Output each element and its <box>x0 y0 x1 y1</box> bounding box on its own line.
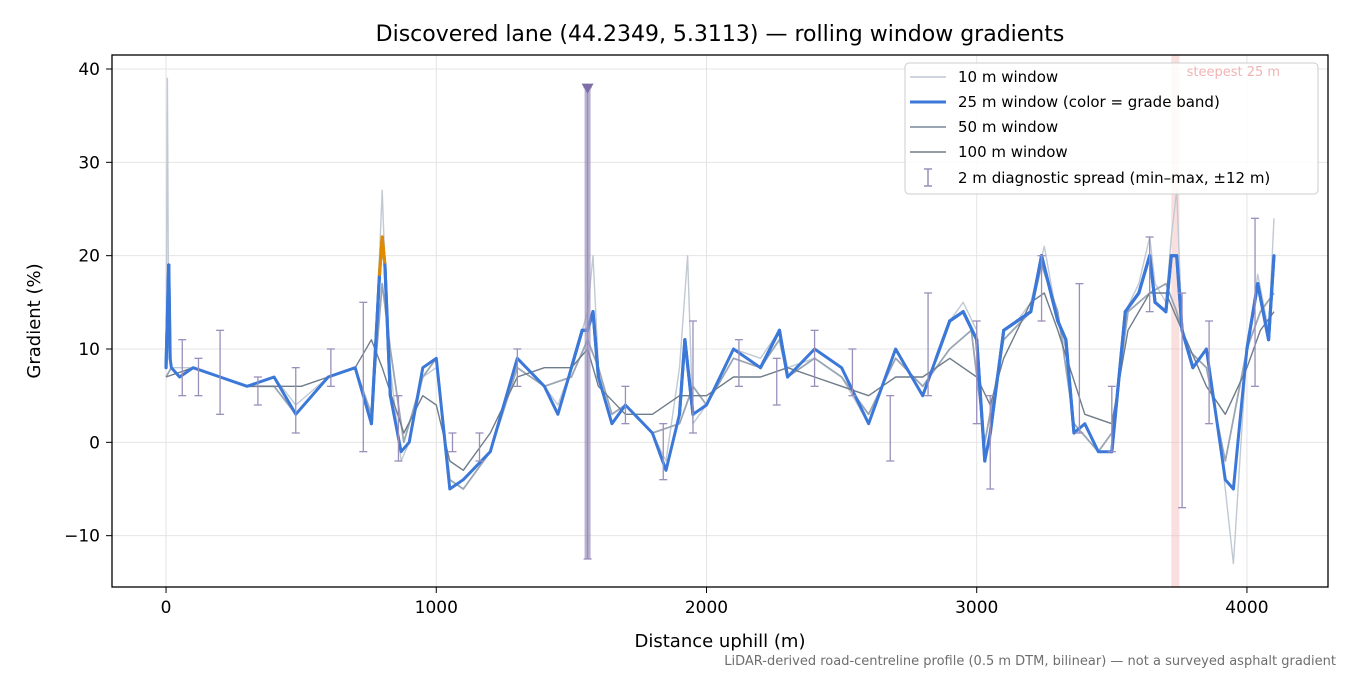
x-axis-label: Distance uphill (m) <box>635 631 806 652</box>
spread-errorbar-18 <box>848 348 857 397</box>
grade-band-segment-79 <box>1256 282 1271 342</box>
grade-band-segment-80 <box>1266 254 1276 342</box>
grade-band-segment-60 <box>1064 338 1076 435</box>
grade-band-segment-51 <box>961 310 979 342</box>
legend-swatch-spread <box>924 168 932 187</box>
spread-layer <box>178 83 1260 560</box>
grade-band-segment-66 <box>1137 254 1152 295</box>
spread-errorbar-11 <box>581 83 594 560</box>
steepest-highlight-band <box>1171 55 1180 587</box>
grade-band-segment-67 <box>1148 254 1157 304</box>
spread-errorbar-15 <box>734 339 743 387</box>
legend-box <box>904 62 1319 195</box>
spread-errorbar-5 <box>326 348 335 387</box>
grade-band-segment-36 <box>677 338 687 416</box>
grade-band-segment-42 <box>777 328 790 379</box>
spread-errorbar-9 <box>475 432 484 462</box>
series-line-10m <box>165 77 1275 565</box>
spread-errorbar-10 <box>513 348 522 387</box>
spread-errorbar-25 <box>1107 385 1116 453</box>
spread-errorbar-27 <box>1178 292 1187 509</box>
x-tick-label-2: 2000 <box>685 598 728 618</box>
y-axis-label: Gradient (%) <box>24 263 45 378</box>
spread-errorbar-8 <box>448 432 457 453</box>
legend-label-spread: 2 m diagnostic spread (min–max, ±12 m) <box>958 169 1270 187</box>
spread-errorbar-3 <box>253 376 262 406</box>
plot-frame <box>111 54 1329 588</box>
grade-band-segment-49 <box>934 319 952 360</box>
x-tick-label-4: 4000 <box>1225 598 1268 618</box>
grade-band-segment-69 <box>1164 254 1173 314</box>
spread-outlier-marker-11 <box>581 83 594 94</box>
y-tick-label-5: 40 <box>78 60 100 80</box>
spread-errorbar-28 <box>1205 320 1214 425</box>
grade-band-segment-68 <box>1153 300 1168 314</box>
spread-errorbar-20 <box>924 292 933 397</box>
spread-errorbar-24 <box>1075 283 1084 434</box>
legend-label-50m: 50 m window <box>958 118 1058 136</box>
x-ticks: 0 1000 2000 3000 4000 <box>161 587 1269 618</box>
spread-errorbar-13 <box>659 423 668 481</box>
spread-errorbar-1 <box>194 357 203 397</box>
spread-errorbar-19 <box>886 395 895 462</box>
grade-band-segment-30 <box>591 310 601 379</box>
grade-band-segment-65 <box>1123 291 1141 314</box>
spread-errorbar-22 <box>986 395 995 490</box>
annotation-layer <box>1171 55 1180 587</box>
grade-band-segment-54 <box>988 328 1006 435</box>
spread-errorbar-6 <box>359 301 368 453</box>
x-tick-label-0: 0 <box>161 598 172 618</box>
spread-errorbar-12 <box>621 385 630 425</box>
grade-band-segment-37 <box>683 338 695 416</box>
grade-band-segment-50 <box>948 310 965 323</box>
spread-errorbar-16 <box>772 357 781 406</box>
y-tick-label-4: 30 <box>78 153 100 173</box>
legend-label-100m: 100 m window <box>958 143 1068 161</box>
grade-band-segment-41 <box>758 328 782 370</box>
grade-band-segment-59 <box>1056 319 1068 342</box>
grade-band-segment-15 <box>383 263 392 398</box>
spread-errorbar-0 <box>178 339 187 397</box>
grade-band-segment-27 <box>569 328 584 370</box>
spread-errorbar-21 <box>972 320 981 425</box>
grade-band-segment-1 <box>167 263 172 360</box>
x-tick-label-1: 1000 <box>415 598 458 618</box>
spread-errorbar-7 <box>394 395 403 462</box>
y-tick-label-2: 10 <box>78 340 100 360</box>
y-ticks: −10 0 10 20 30 40 <box>64 60 112 547</box>
steepest-annotation: steepest 25 m <box>1187 65 1280 80</box>
spread-errorbar-23 <box>1037 255 1046 322</box>
grade-band-segment-55 <box>1002 319 1019 332</box>
grade-band-segment-58 <box>1039 254 1060 323</box>
legend-label-10m: 10 m window <box>958 68 1058 86</box>
spread-errorbar-14 <box>688 320 697 434</box>
y-tick-label-1: 0 <box>89 433 100 453</box>
spread-errorbar-2 <box>216 329 225 415</box>
grade-band-segment-14 <box>380 235 387 267</box>
grade-band-segment-12 <box>369 272 382 426</box>
spread-errorbar-29 <box>1251 217 1260 387</box>
series-line-25m <box>164 235 1276 491</box>
grade-band-segment-56 <box>1015 310 1033 323</box>
spread-outlier-column-11 <box>584 87 591 560</box>
legend-label-25m: 25 m window (color = grade band) <box>958 93 1220 111</box>
grade-band-segment-78 <box>1245 282 1260 351</box>
grade-band-segment-64 <box>1110 310 1127 454</box>
footnote: LiDAR-derived road-centreline profile (0… <box>724 654 1336 669</box>
spread-errorbar-26 <box>1145 236 1154 313</box>
x-tick-label-3: 3000 <box>955 598 998 618</box>
legend: 10 m window 25 m window (color = grade b… <box>904 62 1319 195</box>
chart-title: Discovered lane (44.2349, 5.3113) — roll… <box>376 22 1065 47</box>
spread-errorbar-17 <box>810 329 819 387</box>
spread-errorbar-4 <box>291 367 300 434</box>
y-tick-label-0: −10 <box>64 527 100 547</box>
grade-band-segment-57 <box>1029 254 1044 314</box>
y-tick-label-3: 20 <box>78 247 100 267</box>
grade-band-segment-52 <box>975 338 987 463</box>
grade-band-segment-72 <box>1180 328 1195 370</box>
